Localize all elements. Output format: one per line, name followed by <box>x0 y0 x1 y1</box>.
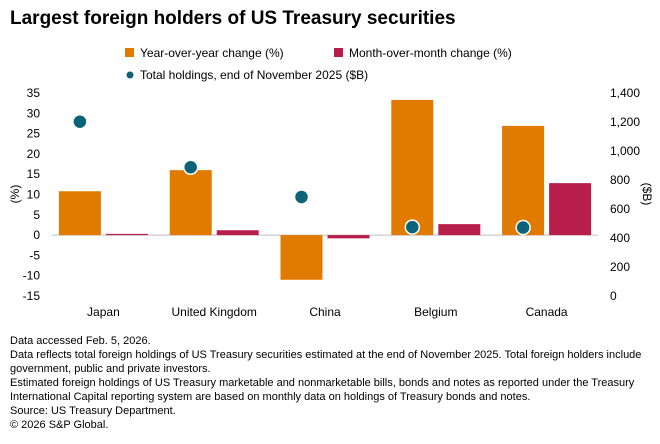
y-tick-label: 20 <box>27 147 41 161</box>
legend: Year-over-year change (%) Month-over-mon… <box>125 46 512 82</box>
x-tick-label: Canada <box>526 305 568 319</box>
y-tick-label: 25 <box>27 127 41 141</box>
y-tick-label: 10 <box>27 188 41 202</box>
y-axis-title: (%) <box>8 185 22 204</box>
y2-tick-label: 200 <box>610 260 630 274</box>
x-tick-label: Belgium <box>414 305 457 319</box>
bar-yoy <box>502 125 545 236</box>
point-total-holdings <box>293 189 310 205</box>
bar-yoy <box>280 235 323 280</box>
y2-tick-label: 1,200 <box>610 115 640 129</box>
note-description: Data reflects total foreign holdings of … <box>10 349 642 375</box>
chart-title: Largest foreign holders of US Treasury s… <box>10 8 456 29</box>
y-tick-label: 35 <box>27 86 41 100</box>
y-axis: 35 30 25 20 15 10 5 0 -5 -10 -15 <box>23 86 41 303</box>
y2-axis-title: ($B) <box>640 183 654 206</box>
bar-mom <box>327 235 370 239</box>
y-tick-label: 15 <box>27 167 41 181</box>
legend-marker-total <box>126 71 134 79</box>
notes: Data accessed Feb. 5, 2026. Data reflect… <box>10 334 655 432</box>
legend-label-yoy: Year-over-year change (%) <box>140 46 284 60</box>
y2-axis: 1,400 1,200 1,000 800 600 400 200 0 <box>610 86 640 303</box>
y-tick-label: -10 <box>23 269 41 283</box>
point-total-holdings <box>72 113 88 130</box>
y2-tick-label: 600 <box>610 202 630 216</box>
legend-swatch-yoy <box>125 48 134 57</box>
bar-yoy <box>391 99 434 236</box>
note-methodology: Estimated foreign holdings of US Treasur… <box>10 377 635 403</box>
y2-tick-label: 1,400 <box>610 86 640 100</box>
bar-mom <box>549 183 592 236</box>
y-tick-label: 30 <box>27 106 41 120</box>
legend-swatch-mom <box>334 48 343 57</box>
y-tick-label: 5 <box>33 208 40 222</box>
bar-yoy <box>169 170 212 236</box>
point-total-holdings <box>515 219 531 236</box>
bars <box>58 99 592 280</box>
y2-tick-label: 1,000 <box>610 144 640 158</box>
x-tick-label: United Kingdom <box>172 305 257 319</box>
point-total-holdings <box>182 159 199 175</box>
y2-tick-label: 0 <box>610 289 617 303</box>
y2-tick-label: 800 <box>610 173 630 187</box>
y-tick-label: 0 <box>33 228 40 242</box>
chart: Year-over-year change (%) Month-over-mon… <box>8 46 654 319</box>
bar-mom <box>216 230 259 236</box>
points <box>72 113 531 236</box>
legend-label-total: Total holdings, end of November 2025 ($B… <box>140 68 368 82</box>
y-tick-label: -5 <box>29 248 40 262</box>
point-total-holdings <box>404 219 421 235</box>
bar-mom <box>438 224 481 236</box>
bar-yoy <box>58 191 101 236</box>
x-tick-label: Japan <box>87 305 120 319</box>
note-copyright: © 2026 S&P Global. <box>10 419 109 431</box>
x-axis: Japan United Kingdom China Belgium Canada <box>87 305 568 319</box>
note-accessed: Data accessed Feb. 5, 2026. <box>10 335 151 347</box>
y2-tick-label: 400 <box>610 231 630 245</box>
legend-label-mom: Month-over-month change (%) <box>349 46 512 60</box>
x-tick-label: China <box>309 305 341 319</box>
note-source: Source: US Treasury Department. <box>10 405 176 417</box>
bar-mom <box>105 233 148 236</box>
y-tick-label: -15 <box>23 289 41 303</box>
